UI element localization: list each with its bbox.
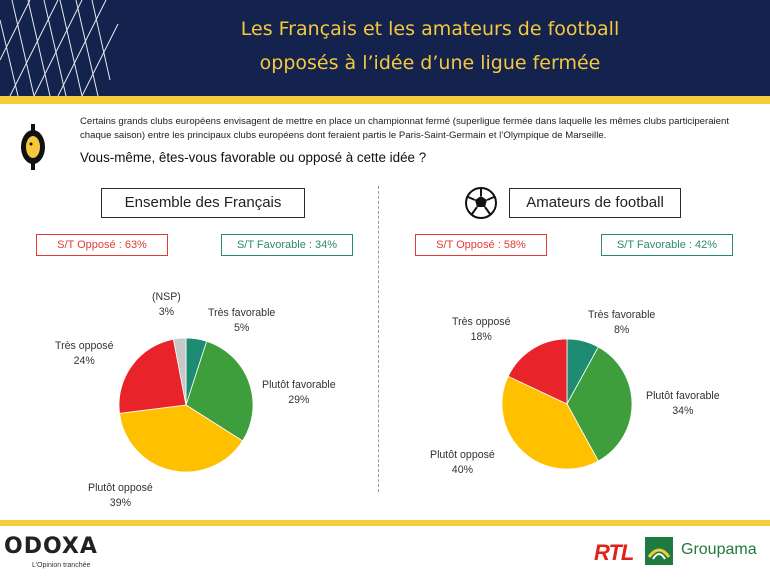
survey-question: Vous-même, êtes-vous favorable ou opposé…	[80, 150, 427, 165]
left-pie-slice-plutot-favorable	[185, 340, 254, 442]
groupama-logo: Groupama	[681, 541, 757, 558]
header-decoration	[0, 0, 119, 96]
title-line-2: opposés à l’idée d’une ligue fermée	[259, 52, 601, 74]
right-pie-slice-tres-oppose	[507, 338, 568, 405]
footer-accent-bar	[0, 520, 770, 526]
left-st-favorable-badge: S/T Favorable : 34%	[221, 234, 353, 256]
coin-mascot-icon	[21, 124, 45, 170]
groupama-logo-icon	[645, 537, 673, 565]
left-label-plutot-oppose: Plutôt opposé 39%	[88, 482, 153, 509]
left-panel-title: Ensemble des Français	[101, 188, 305, 218]
odoxa-logo: ODOXA	[4, 534, 98, 559]
right-pie-slice-plutot-favorable	[566, 346, 633, 462]
right-st-favorable-badge: S/T Favorable : 42%	[601, 234, 733, 256]
odoxa-tagline: L’Opinion tranchée	[32, 562, 91, 569]
football-icon	[465, 187, 497, 219]
right-label-tres-favorable: Très favorable 8%	[588, 309, 656, 336]
intro-text: Certains grands clubs européens envisage…	[80, 116, 730, 141]
header-accent-bar	[0, 96, 770, 104]
left-pie-slice-nsp	[172, 337, 187, 406]
left-label-tres-oppose: Très opposé 24%	[55, 340, 114, 367]
left-label-plutot-favorable: Plutôt favorable 29%	[262, 379, 336, 406]
right-st-oppose-badge: S/T Opposé : 58%	[415, 234, 547, 256]
right-label-plutot-oppose: Plutôt opposé 40%	[430, 449, 495, 476]
rtl-logo: RTL	[594, 540, 634, 565]
left-pie-slice-plutot-oppose	[119, 404, 244, 473]
right-panel-title: Amateurs de football	[509, 188, 681, 218]
right-label-plutot-favorable: Plutôt favorable 34%	[646, 390, 720, 417]
panel-divider	[378, 186, 379, 492]
right-pie-slice-plutot-oppose	[501, 375, 599, 470]
left-st-oppose-badge: S/T Opposé : 63%	[36, 234, 168, 256]
page-title: Les Français et les amateurs de football…	[150, 12, 710, 80]
title-line-1: Les Français et les amateurs de football	[240, 18, 620, 40]
left-label-nsp: (NSP) 3%	[152, 291, 181, 318]
left-label-tres-favorable: Très favorable 5%	[208, 307, 276, 334]
right-label-tres-oppose: Très opposé 18%	[452, 316, 511, 343]
header-banner: Les Français et les amateurs de football…	[0, 0, 770, 96]
left-pie-slice-tres-oppose	[118, 338, 187, 414]
